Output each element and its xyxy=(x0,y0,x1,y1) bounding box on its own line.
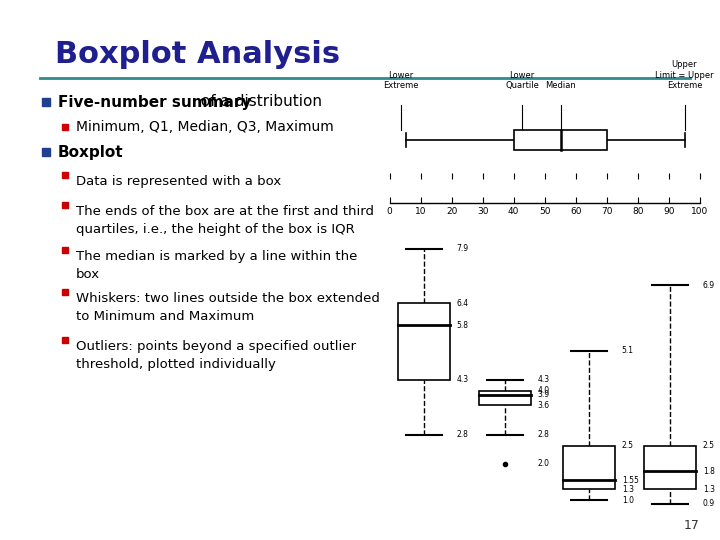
Text: 1.0: 1.0 xyxy=(622,496,634,505)
Text: 4.3: 4.3 xyxy=(537,375,549,384)
Text: 5.1: 5.1 xyxy=(622,346,634,355)
Bar xyxy=(42,98,50,106)
Text: Boxplot Analysis: Boxplot Analysis xyxy=(55,40,340,69)
Bar xyxy=(62,124,68,130)
FancyBboxPatch shape xyxy=(398,303,450,380)
Text: Upper
Limit = Upper
Extreme: Upper Limit = Upper Extreme xyxy=(655,60,714,90)
Text: of a distribution: of a distribution xyxy=(196,94,322,110)
FancyBboxPatch shape xyxy=(644,446,696,489)
Text: 5.8: 5.8 xyxy=(456,321,469,330)
Text: 4.3: 4.3 xyxy=(456,375,469,384)
Text: 2.0: 2.0 xyxy=(537,459,549,468)
Bar xyxy=(514,130,607,150)
Text: 6.9: 6.9 xyxy=(703,281,715,290)
Text: 1.8: 1.8 xyxy=(703,467,714,476)
Text: Five-number summary: Five-number summary xyxy=(58,94,251,110)
Bar xyxy=(62,247,68,253)
Text: 6.4: 6.4 xyxy=(456,299,469,308)
Text: 2.5: 2.5 xyxy=(703,441,715,450)
Text: 0.9: 0.9 xyxy=(703,500,715,508)
Text: Lower
Extreme: Lower Extreme xyxy=(383,71,418,90)
Text: Boxplot: Boxplot xyxy=(58,145,124,159)
Text: 2.5: 2.5 xyxy=(622,441,634,450)
Bar xyxy=(62,172,68,178)
Text: Median: Median xyxy=(545,81,576,90)
FancyBboxPatch shape xyxy=(564,446,615,489)
Text: Lower
Quartile: Lower Quartile xyxy=(505,71,539,90)
Text: 17: 17 xyxy=(684,519,700,532)
Text: 3.6: 3.6 xyxy=(537,401,549,410)
Text: The ends of the box are at the first and third
quartiles, i.e., the height of th: The ends of the box are at the first and… xyxy=(76,205,374,236)
Text: The median is marked by a line within the
box: The median is marked by a line within th… xyxy=(76,250,357,281)
Text: Minimum, Q1, Median, Q3, Maximum: Minimum, Q1, Median, Q3, Maximum xyxy=(76,120,334,134)
Text: 1.3: 1.3 xyxy=(622,485,634,494)
Text: 2.8: 2.8 xyxy=(456,430,468,439)
Text: Outliers: points beyond a specified outlier
threshold, plotted individually: Outliers: points beyond a specified outl… xyxy=(76,340,356,371)
Bar xyxy=(42,148,50,156)
Text: 7.9: 7.9 xyxy=(456,244,469,253)
Bar xyxy=(62,202,68,208)
Text: 1.55: 1.55 xyxy=(622,476,639,484)
Text: Whiskers: two lines outside the box extended
to Minimum and Maximum: Whiskers: two lines outside the box exte… xyxy=(76,292,380,323)
Bar xyxy=(62,337,68,343)
Text: 4.0: 4.0 xyxy=(537,387,549,395)
Bar xyxy=(62,289,68,295)
Text: 2.8: 2.8 xyxy=(537,430,549,439)
Text: 1.3: 1.3 xyxy=(703,485,715,494)
Text: 3.9: 3.9 xyxy=(537,390,549,399)
Text: Data is represented with a box: Data is represented with a box xyxy=(76,175,282,188)
FancyBboxPatch shape xyxy=(480,391,531,406)
